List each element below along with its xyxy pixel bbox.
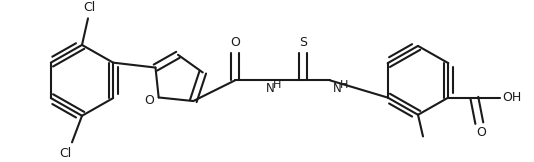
Text: S: S bbox=[299, 36, 307, 49]
Text: O: O bbox=[476, 127, 486, 139]
Text: Cl: Cl bbox=[83, 1, 95, 14]
Text: H: H bbox=[273, 80, 281, 90]
Text: O: O bbox=[230, 36, 240, 49]
Text: H: H bbox=[340, 80, 348, 90]
Text: OH: OH bbox=[502, 91, 522, 104]
Text: O: O bbox=[145, 94, 155, 107]
Text: N: N bbox=[333, 82, 341, 95]
Text: Cl: Cl bbox=[59, 147, 71, 160]
Text: N: N bbox=[265, 82, 274, 95]
